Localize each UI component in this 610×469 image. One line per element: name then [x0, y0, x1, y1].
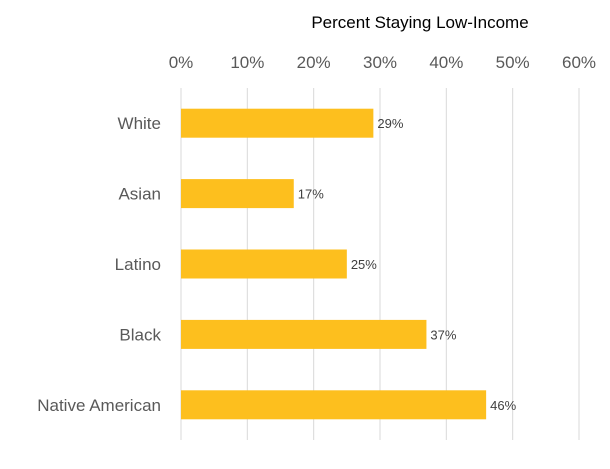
x-tick-label: 10%	[230, 53, 264, 72]
bar	[181, 390, 487, 420]
x-tick-label: 40%	[429, 53, 463, 72]
bars	[181, 108, 487, 420]
x-tick-label: 60%	[562, 53, 596, 72]
chart-title: Percent Staying Low-Income	[311, 13, 528, 32]
category-label: Black	[119, 325, 161, 344]
category-label: Native American	[37, 396, 161, 415]
x-tick-label: 50%	[496, 53, 530, 72]
data-label: 37%	[430, 327, 456, 342]
data-label: 29%	[377, 116, 403, 131]
category-label: Asian	[118, 185, 161, 204]
x-axis-tick-labels: 0% 10% 20% 30% 40% 50% 60%	[169, 53, 596, 72]
bar	[181, 319, 427, 349]
x-tick-label: 0%	[169, 53, 194, 72]
data-label: 46%	[490, 398, 516, 413]
category-labels: White Asian Latino Black Native American	[37, 114, 161, 415]
data-label: 17%	[298, 187, 324, 202]
bar	[181, 179, 294, 209]
x-tick-label: 20%	[297, 53, 331, 72]
bar	[181, 108, 374, 138]
data-label: 25%	[351, 257, 377, 272]
category-label: White	[118, 114, 161, 133]
category-label: Latino	[115, 255, 161, 274]
data-labels: 29% 17% 25% 37% 46%	[298, 116, 517, 413]
bar	[181, 249, 347, 279]
x-tick-label: 30%	[363, 53, 397, 72]
